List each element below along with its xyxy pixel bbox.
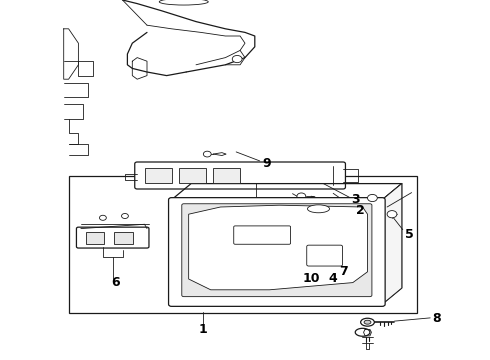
Text: 6: 6 — [111, 276, 120, 289]
FancyBboxPatch shape — [234, 226, 291, 244]
Circle shape — [387, 211, 397, 218]
Circle shape — [122, 213, 128, 219]
Text: 3: 3 — [351, 193, 360, 206]
FancyBboxPatch shape — [76, 227, 149, 248]
Circle shape — [297, 193, 306, 199]
FancyBboxPatch shape — [169, 198, 385, 306]
Circle shape — [368, 194, 377, 202]
Text: 7: 7 — [339, 265, 347, 278]
Circle shape — [99, 215, 106, 220]
Bar — [86, 232, 104, 244]
Bar — [179, 168, 206, 183]
Circle shape — [259, 274, 270, 283]
Ellipse shape — [159, 0, 208, 5]
Ellipse shape — [364, 320, 371, 324]
Text: 10: 10 — [302, 273, 320, 285]
Circle shape — [316, 256, 326, 263]
Polygon shape — [189, 205, 368, 290]
FancyBboxPatch shape — [135, 162, 345, 189]
Text: 2: 2 — [356, 204, 365, 217]
Text: 1: 1 — [199, 323, 208, 336]
Text: 8: 8 — [432, 312, 441, 325]
FancyBboxPatch shape — [307, 245, 343, 266]
Circle shape — [203, 151, 211, 157]
Ellipse shape — [308, 205, 329, 213]
Text: 9: 9 — [263, 157, 271, 170]
Bar — [213, 168, 240, 183]
Text: 5: 5 — [405, 228, 414, 240]
Polygon shape — [382, 184, 402, 304]
Circle shape — [299, 275, 309, 282]
Circle shape — [232, 55, 242, 63]
FancyBboxPatch shape — [182, 204, 372, 297]
Ellipse shape — [361, 318, 374, 326]
Bar — [145, 168, 171, 183]
Text: 4: 4 — [329, 273, 338, 285]
Bar — [69, 176, 416, 313]
Bar — [114, 232, 133, 244]
